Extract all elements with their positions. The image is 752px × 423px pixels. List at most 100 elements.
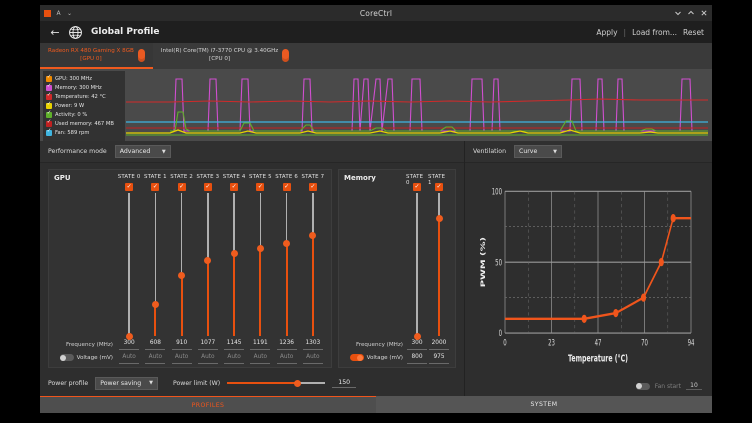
gpu-voltage-value[interactable]: Auto: [224, 351, 245, 364]
cpu-indicator-icon: [282, 48, 290, 62]
window-title: CoreCtrl: [359, 8, 393, 18]
apply-button[interactable]: Apply: [596, 27, 618, 37]
memory-frequency-slider[interactable]: [413, 193, 422, 340]
gpu-state-checkbox[interactable]: [125, 183, 134, 191]
gpu-voltage-value[interactable]: Auto: [250, 351, 271, 364]
gpu-frequency-slider[interactable]: [203, 193, 212, 336]
power-limit-value[interactable]: 150: [332, 379, 357, 388]
gpu-state-name: STATE 1: [143, 174, 167, 180]
gpu-state-name: STATE 6: [275, 174, 299, 180]
legend-item[interactable]: Temperature: 42 °C: [46, 91, 122, 101]
memory-voltage-value[interactable]: 975: [429, 351, 449, 364]
fan-start-value[interactable]: 10: [686, 382, 702, 390]
gpu-frequency-value[interactable]: 300: [119, 337, 140, 350]
gpu-state-checkbox[interactable]: [203, 183, 212, 191]
gpu-frequency-slider[interactable]: [256, 193, 265, 336]
gpu-frequency-label: Frequency (MHz): [65, 341, 113, 348]
gpu-frequency-slider[interactable]: [125, 193, 134, 340]
reset-button[interactable]: Reset: [683, 27, 704, 37]
gpu-frequency-slider[interactable]: [177, 193, 186, 336]
graph-legend: GPU: 300 MHz Memory: 300 MHz Temperature…: [43, 71, 125, 141]
gpu-state-column: STATE 0 300 Auto: [116, 174, 142, 364]
device-tab-gpu0[interactable]: Radeon RX 480 Gaming X 8GB [GPU 0]: [40, 43, 153, 69]
gpu-frequency-value[interactable]: 1191: [250, 337, 271, 350]
legend-item[interactable]: Activity: 0 %: [46, 109, 122, 119]
legend-item[interactable]: GPU: 300 MHz: [46, 73, 122, 83]
device-tab-cpu0[interactable]: Intel(R) Core(TM) i7-3770 CPU @ 3.40GHz …: [153, 43, 297, 69]
legend-item[interactable]: Fan: 589 rpm: [46, 127, 122, 137]
gpu-states-panel: GPU Frequency (MHz) Voltage (mV) STATE 0: [48, 169, 332, 368]
state-panels: GPU Frequency (MHz) Voltage (mV) STATE 0: [40, 163, 464, 370]
gpu-voltage-value[interactable]: Auto: [302, 351, 323, 364]
minimize-icon[interactable]: [674, 9, 682, 17]
legend-item[interactable]: Power: 9 W: [46, 100, 122, 110]
memory-frequency-value[interactable]: 300: [407, 337, 427, 350]
chevron-down-icon: ▼: [149, 380, 153, 386]
gpu-frequency-slider[interactable]: [282, 193, 291, 336]
fan-curve-chart[interactable]: 100 50 0 0 23 47 70 94 Temperature (°C) …: [465, 163, 712, 376]
gpu-state-checkbox[interactable]: [308, 183, 317, 191]
gpu-frequency-value[interactable]: 1303: [302, 337, 323, 350]
legend-checkbox[interactable]: [46, 73, 52, 82]
legend-checkbox[interactable]: [46, 127, 52, 136]
window-titlebar: A ⌄ CoreCtrl: [40, 5, 712, 21]
fan-curve-plot[interactable]: 100 50 0 0 23 47 70 94 Temperature (°C) …: [469, 169, 704, 376]
gpu-voltage-value[interactable]: Auto: [197, 351, 218, 364]
legend-checkbox[interactable]: [46, 91, 52, 100]
gpu-voltage-value[interactable]: Auto: [171, 351, 192, 364]
memory-voltage-label: Voltage (mV): [366, 354, 403, 361]
gpu-voltage-value[interactable]: Auto: [276, 351, 297, 364]
memory-state-checkbox[interactable]: [413, 183, 421, 191]
gpu-state-checkbox[interactable]: [256, 183, 265, 191]
gpu-frequency-slider[interactable]: [151, 193, 160, 336]
legend-checkbox[interactable]: [46, 100, 52, 109]
memory-frequency-value[interactable]: 2000: [429, 337, 449, 350]
gpu-state-checkbox[interactable]: [282, 183, 291, 191]
ventilation-row: Ventilation Curve ▼: [465, 141, 712, 163]
fan-start-toggle[interactable]: [635, 382, 650, 390]
maximize-icon[interactable]: [687, 9, 695, 17]
chart-ylabel: PWM (%): [479, 237, 487, 288]
tab-profiles[interactable]: PROFILES: [40, 396, 376, 413]
titlebar-icons: A ⌄: [44, 9, 73, 17]
load-from-button[interactable]: Load from...: [632, 27, 678, 37]
memory-state-checkbox[interactable]: [435, 183, 443, 191]
performance-mode-select[interactable]: Advanced ▼: [114, 145, 171, 158]
gpu-state-checkbox[interactable]: [230, 183, 239, 191]
gpu-voltage-toggle[interactable]: [59, 354, 74, 361]
device-tabs: Radeon RX 480 Gaming X 8GB [GPU 0] Intel…: [40, 43, 712, 69]
performance-mode-label: Performance mode: [48, 148, 107, 155]
power-profile-select[interactable]: Power saving ▼: [95, 376, 158, 390]
fan-start-row: Fan start 10: [465, 376, 712, 396]
legend-label: Temperature: 42 °C: [55, 93, 106, 100]
gpu-frequency-slider[interactable]: [308, 193, 317, 336]
legend-checkbox[interactable]: [46, 82, 52, 91]
gpu-frequency-value[interactable]: 608: [145, 337, 166, 350]
memory-frequency-slider[interactable]: [435, 193, 444, 336]
gpu-state-checkbox[interactable]: [151, 183, 160, 191]
close-icon[interactable]: [700, 9, 708, 17]
legend-checkbox[interactable]: [46, 118, 52, 127]
memory-voltage-toggle[interactable]: [349, 354, 364, 361]
memory-voltage-value[interactable]: 800: [407, 351, 427, 364]
legend-checkbox[interactable]: [46, 109, 52, 118]
back-button[interactable]: ←: [50, 25, 60, 39]
gpu-voltage-value[interactable]: Auto: [119, 351, 140, 364]
svg-text:100: 100: [492, 186, 503, 197]
gpu-state-checkbox[interactable]: [177, 183, 186, 191]
gpu-voltage-value[interactable]: Auto: [145, 351, 166, 364]
gpu-frequency-value[interactable]: 1077: [197, 337, 218, 350]
tab-system[interactable]: SYSTEM: [530, 401, 558, 408]
bottom-tabs: PROFILES SYSTEM: [40, 396, 712, 413]
ventilation-mode-select[interactable]: Curve ▼: [514, 145, 562, 158]
gpu-frequency-value[interactable]: 1236: [276, 337, 297, 350]
legend-item[interactable]: Memory: 300 MHz: [46, 82, 122, 92]
gpu-frequency-value[interactable]: 1145: [224, 337, 245, 350]
legend-item[interactable]: Used memory: 467 MB: [46, 118, 122, 128]
power-limit-slider[interactable]: [227, 379, 326, 387]
legend-label: Power: 9 W: [55, 102, 85, 109]
gpu-frequency-slider[interactable]: [230, 193, 239, 336]
gpu-state-name: STATE 5: [248, 174, 272, 180]
gpu-state-column: STATE 2 910 Auto: [169, 174, 195, 364]
gpu-frequency-value[interactable]: 910: [171, 337, 192, 350]
